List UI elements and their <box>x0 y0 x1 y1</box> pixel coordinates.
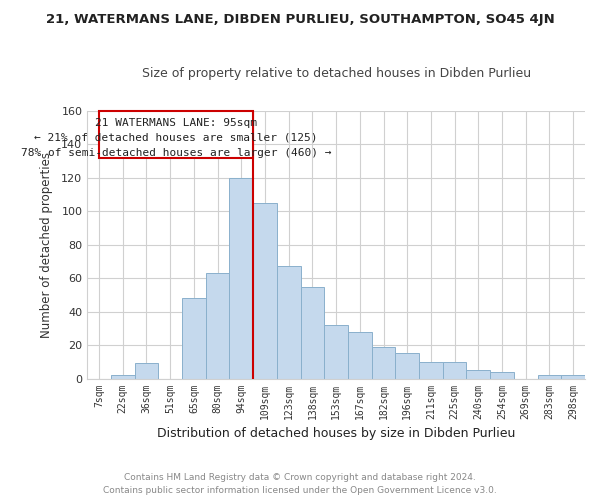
Bar <box>538 375 561 378</box>
Bar <box>443 362 466 378</box>
Y-axis label: Number of detached properties: Number of detached properties <box>40 152 53 338</box>
Bar <box>301 286 324 378</box>
Text: 21, WATERMANS LANE, DIBDEN PURLIEU, SOUTHAMPTON, SO45 4JN: 21, WATERMANS LANE, DIBDEN PURLIEU, SOUT… <box>46 12 554 26</box>
Bar <box>182 298 206 378</box>
Bar <box>561 375 585 378</box>
Bar <box>253 203 277 378</box>
Bar <box>277 266 301 378</box>
Bar <box>348 332 371 378</box>
Bar <box>490 372 514 378</box>
X-axis label: Distribution of detached houses by size in Dibden Purlieu: Distribution of detached houses by size … <box>157 427 515 440</box>
Text: 21 WATERMANS LANE: 95sqm: 21 WATERMANS LANE: 95sqm <box>95 118 257 128</box>
Bar <box>206 273 229 378</box>
Bar <box>324 325 348 378</box>
Bar <box>99 111 253 158</box>
Text: Contains HM Land Registry data © Crown copyright and database right 2024.
Contai: Contains HM Land Registry data © Crown c… <box>103 473 497 495</box>
Bar <box>395 354 419 378</box>
Title: Size of property relative to detached houses in Dibden Purlieu: Size of property relative to detached ho… <box>142 68 530 80</box>
Bar <box>229 178 253 378</box>
Text: 78% of semi-detached houses are larger (460) →: 78% of semi-detached houses are larger (… <box>21 148 331 158</box>
Bar <box>111 375 134 378</box>
Bar <box>466 370 490 378</box>
Text: ← 21% of detached houses are smaller (125): ← 21% of detached houses are smaller (12… <box>34 132 318 142</box>
Bar <box>371 347 395 378</box>
Bar <box>134 364 158 378</box>
Bar <box>419 362 443 378</box>
